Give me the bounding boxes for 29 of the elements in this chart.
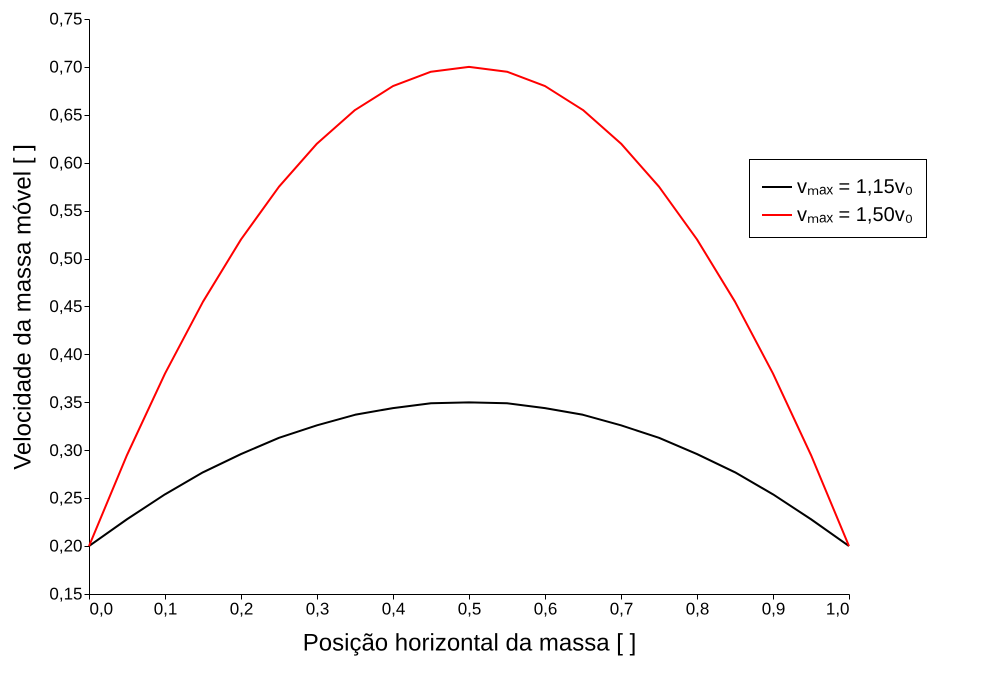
y-tick-label: 0,50 — [49, 249, 82, 268]
y-tick-label: 0,15 — [49, 584, 82, 604]
y-axis-title: Velocidade da massa móvel [ ] — [9, 144, 36, 470]
y-tick-label: 0,75 — [49, 10, 82, 28]
x-tick-label: 0,7 — [610, 600, 634, 618]
x-tick-label: 0,0 — [90, 600, 114, 618]
x-tick-label: 0,6 — [534, 600, 558, 618]
y-tick-label: 0,70 — [49, 57, 82, 76]
x-tick-label: 0,1 — [154, 600, 178, 618]
y-tick-label: 0,45 — [49, 297, 82, 316]
x-tick-label: 0,4 — [382, 600, 406, 618]
y-tick-label: 0,25 — [49, 488, 82, 508]
x-tick-label: 0,2 — [230, 600, 254, 618]
legend-label: vₘₐₓ = 1,50v₀ — [797, 204, 914, 226]
y-tick-label: 0,20 — [49, 536, 82, 556]
y-tick-label: 0,35 — [49, 392, 82, 412]
x-tick-label: 0,5 — [458, 600, 482, 618]
legend-label: vₘₐₓ = 1,15v₀ — [797, 176, 914, 198]
y-tick-label: 0,55 — [49, 201, 82, 220]
x-tick-label: 0,8 — [686, 600, 710, 618]
line-series — [88, 66, 850, 548]
x-tick-label: 0,3 — [306, 600, 330, 618]
x-tick-label: 0,9 — [762, 600, 786, 618]
y-tick-label: 0,65 — [49, 105, 82, 124]
x-axis-title: Posição horizontal da massa [ ] — [302, 630, 636, 656]
y-tick-label: 0,30 — [49, 440, 82, 460]
y-tick-label: 0,40 — [49, 344, 82, 364]
x-tick-label: 1,0 — [826, 600, 850, 618]
y-tick-label: 0,60 — [49, 153, 82, 172]
